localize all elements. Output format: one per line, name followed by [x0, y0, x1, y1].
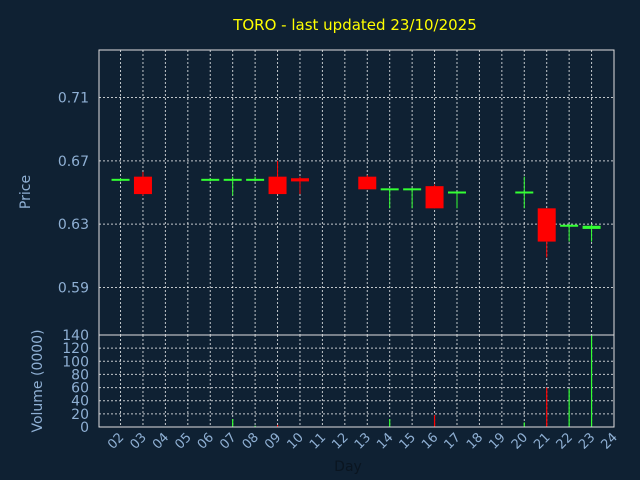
candle-body — [582, 225, 601, 229]
volume-grid — [99, 334, 615, 428]
x-tick-label: 18 — [464, 430, 486, 452]
candle-body — [537, 208, 556, 242]
candle-body — [290, 178, 309, 182]
x-tick-label: 17 — [442, 430, 464, 452]
x-tick-label: 16 — [419, 430, 441, 452]
price-y-ticks: 0.59 0.63 0.67 0.71 — [58, 91, 89, 297]
candle-body — [268, 176, 287, 195]
volume-bars — [232, 335, 593, 427]
x-tick-label: 04 — [150, 430, 172, 452]
candle-body — [133, 176, 152, 195]
price-y-tick-label: 0.59 — [58, 281, 89, 297]
price-panel-frame — [98, 49, 615, 336]
x-tick-label: 05 — [172, 430, 194, 452]
volume-panel-frame — [98, 334, 615, 428]
price-candles — [111, 160, 601, 258]
x-tick-label: 24 — [599, 430, 621, 452]
candle-body — [380, 188, 399, 191]
x-tick-label: 12 — [329, 430, 351, 452]
candle-body — [425, 186, 444, 209]
volume-y-tick-label: 100 — [62, 354, 89, 370]
candle-body — [515, 191, 534, 194]
x-tick-label: 02 — [105, 430, 127, 452]
price-y-tick-label: 0.71 — [58, 91, 89, 107]
x-tick-label: 22 — [554, 430, 576, 452]
volume-y-tick-label: 120 — [62, 341, 89, 357]
volume-y-tick-label: 80 — [71, 367, 89, 383]
candle-body — [111, 178, 130, 181]
x-ticks: 02 03 04 05 06 07 08 09 10 11 12 13 14 15 16 17 18 19 20 21… — [105, 430, 621, 452]
x-tick-label: 21 — [531, 430, 553, 452]
x-tick-label: 23 — [576, 430, 598, 452]
candle-body — [560, 224, 579, 227]
candle-body — [403, 188, 422, 191]
price-axis-label: Price — [18, 175, 34, 209]
x-axis-label: Day — [334, 459, 362, 475]
x-tick-label: 07 — [217, 430, 239, 452]
x-tick-label: 10 — [284, 430, 306, 452]
volume-y-tick-label: 140 — [62, 328, 89, 344]
candle-body — [201, 178, 220, 181]
volume-y-tick-label: 60 — [71, 381, 89, 397]
x-tick-label: 03 — [127, 430, 149, 452]
volume-y-tick-label: 20 — [71, 407, 89, 423]
candle-body — [358, 176, 377, 190]
x-tick-label: 20 — [509, 430, 531, 452]
x-tick-label: 11 — [307, 430, 329, 452]
chart-title: TORO - last updated 23/10/2025 — [232, 16, 477, 34]
x-tick-label: 09 — [262, 430, 284, 452]
price-y-tick-label: 0.63 — [58, 217, 89, 233]
x-tick-label: 15 — [397, 430, 419, 452]
x-tick-label: 06 — [195, 430, 217, 452]
x-tick-label: 19 — [486, 430, 508, 452]
price-grid — [99, 50, 615, 335]
volume-axis-label: Volume (0000) — [30, 329, 46, 432]
volume-y-tick-label: 40 — [71, 394, 89, 410]
x-tick-label: 08 — [240, 430, 262, 452]
candle-body — [447, 191, 466, 194]
candle-body — [246, 178, 265, 181]
x-tick-label: 13 — [352, 430, 374, 452]
x-tick-label: 14 — [374, 430, 396, 452]
price-y-tick-label: 0.67 — [58, 154, 89, 170]
volume-y-tick-label: 0 — [80, 420, 89, 436]
candle-body — [223, 178, 242, 181]
